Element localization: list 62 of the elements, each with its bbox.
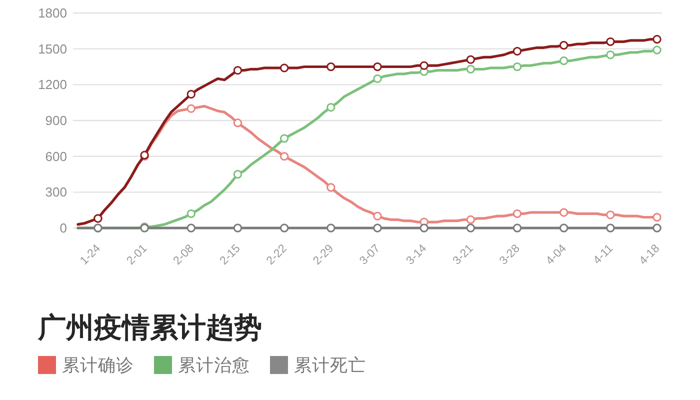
point — [326, 224, 336, 232]
y-tick-label: 1200 — [38, 77, 67, 92]
point — [559, 40, 568, 50]
point — [606, 50, 615, 60]
point — [373, 62, 382, 72]
x-tick-label: 4-18 — [637, 242, 662, 268]
legend-label: 累计死亡 — [294, 355, 366, 375]
point — [652, 224, 662, 232]
point — [512, 46, 522, 56]
y-tick-label: 1500 — [38, 41, 67, 56]
point — [326, 103, 336, 112]
point — [326, 62, 336, 72]
point — [512, 62, 522, 72]
x-tick-label: 4-11 — [591, 242, 616, 267]
y-tick-label: 900 — [45, 113, 67, 128]
point — [606, 37, 615, 46]
point — [466, 55, 476, 64]
y-tick-label: 600 — [45, 148, 67, 164]
point — [466, 64, 476, 74]
y-tick-label: 1800 — [38, 6, 67, 20]
x-tick-label: 3-14 — [404, 242, 430, 268]
point — [652, 212, 662, 222]
point — [280, 224, 289, 232]
point — [606, 224, 615, 232]
point — [606, 210, 615, 220]
point — [559, 208, 568, 217]
point — [420, 61, 428, 70]
legend-label: 累计治愈 — [178, 355, 250, 375]
legend-item: 累计死亡 — [270, 355, 366, 375]
point — [559, 224, 568, 232]
text: 广州疫情累计趋势 — [37, 312, 262, 343]
legend-item: 累计确诊 — [38, 355, 134, 375]
point — [466, 215, 476, 224]
point — [186, 104, 196, 113]
x-tick-label: 3-21 — [451, 242, 476, 268]
point — [280, 152, 289, 161]
point — [233, 224, 242, 232]
point — [186, 90, 196, 99]
point — [373, 224, 382, 232]
point — [233, 170, 242, 179]
y-tick-label: 0 — [60, 220, 67, 236]
point — [280, 64, 289, 72]
point — [233, 66, 242, 75]
legend-label: 累计确诊 — [62, 355, 134, 375]
point — [466, 224, 476, 232]
x-tick-label: 3-28 — [498, 242, 522, 268]
x-tick-label: 4-04 — [544, 242, 570, 268]
point — [373, 74, 382, 84]
point — [652, 46, 662, 54]
point — [652, 34, 662, 44]
legend-item: 累计治愈 — [154, 355, 250, 375]
point — [420, 224, 428, 232]
y-tick-label: 300 — [45, 184, 67, 200]
point — [233, 118, 242, 128]
point — [373, 212, 382, 220]
point — [512, 209, 522, 218]
point — [186, 209, 196, 218]
point — [186, 224, 196, 232]
point — [512, 224, 522, 232]
point — [326, 183, 336, 192]
point — [559, 56, 568, 66]
point — [280, 134, 289, 143]
